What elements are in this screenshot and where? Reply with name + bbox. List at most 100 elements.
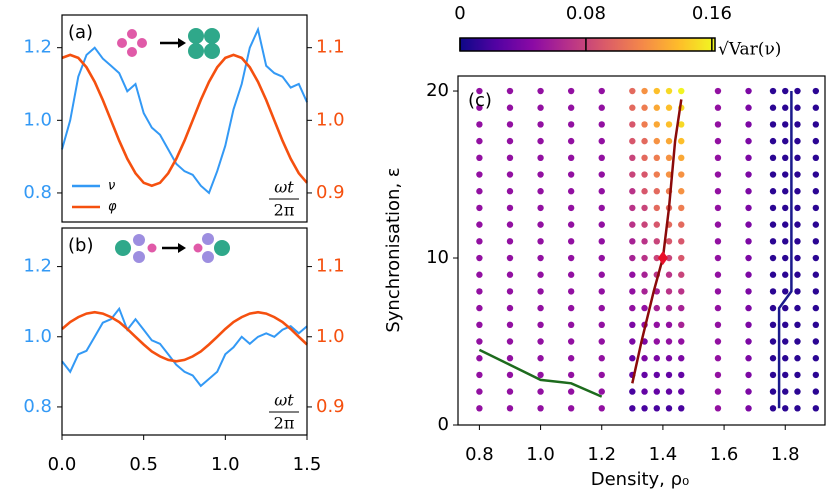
data-point xyxy=(506,171,514,178)
data-point xyxy=(537,371,544,379)
data-point xyxy=(782,304,789,312)
data-point xyxy=(537,321,544,329)
data-point xyxy=(678,254,685,262)
data-point xyxy=(745,87,752,95)
data-point xyxy=(794,104,801,111)
data-point xyxy=(629,338,636,345)
data-point xyxy=(567,388,575,395)
plot-frame xyxy=(61,14,308,223)
data-point xyxy=(598,137,605,145)
data-point xyxy=(782,288,789,295)
data-point xyxy=(714,355,722,362)
data-point xyxy=(476,405,483,412)
data-point xyxy=(506,288,514,295)
data-point xyxy=(665,271,673,278)
icon-a xyxy=(117,28,220,59)
data-point xyxy=(653,137,660,145)
data-point xyxy=(794,238,801,245)
data-point xyxy=(641,254,648,262)
data-point xyxy=(665,154,673,162)
data-point xyxy=(769,238,777,245)
data-point xyxy=(641,355,648,362)
data-point xyxy=(714,271,722,278)
data-point xyxy=(476,254,483,262)
data-point xyxy=(506,238,514,245)
data-point xyxy=(794,204,801,212)
data-point xyxy=(629,388,636,395)
legend-label: ν xyxy=(108,179,115,194)
data-point xyxy=(476,104,483,111)
data-point xyxy=(714,121,722,128)
x-tick-label: 1.0 xyxy=(211,454,240,475)
data-point xyxy=(506,221,514,228)
data-point xyxy=(537,121,544,128)
data-point xyxy=(769,137,777,145)
data-point xyxy=(476,321,483,329)
x-label-num: ωt xyxy=(274,178,294,197)
x-tick-label: 0.5 xyxy=(129,454,158,475)
data-point xyxy=(537,254,544,262)
data-point xyxy=(629,188,636,195)
data-point xyxy=(598,204,605,212)
data-point xyxy=(794,188,801,195)
data-point xyxy=(506,271,514,278)
data-point xyxy=(769,288,777,295)
data-point xyxy=(794,321,801,329)
series-line xyxy=(61,26,308,195)
data-point xyxy=(476,238,483,245)
colorbar-tick-label: 0 xyxy=(454,3,465,24)
data-point xyxy=(769,104,777,111)
data-point xyxy=(537,104,544,111)
data-point xyxy=(598,254,605,262)
data-point xyxy=(794,221,801,228)
data-point xyxy=(769,321,777,329)
y-axis-label: Synchronisation, ε xyxy=(383,167,404,332)
data-point xyxy=(537,188,544,195)
data-point xyxy=(598,288,605,295)
data-point xyxy=(714,238,722,245)
data-point xyxy=(665,321,673,329)
data-point xyxy=(812,171,820,178)
data-point xyxy=(537,338,544,345)
data-point xyxy=(794,405,801,412)
data-point xyxy=(567,355,575,362)
data-point xyxy=(641,271,648,278)
data-point xyxy=(745,154,752,162)
data-point xyxy=(782,371,789,379)
data-point xyxy=(506,204,514,212)
data-point xyxy=(567,321,575,329)
data-point xyxy=(794,338,801,345)
data-point xyxy=(567,137,575,145)
data-point xyxy=(812,338,820,345)
data-point xyxy=(678,204,685,212)
data-point xyxy=(745,204,752,212)
colorbar-tick-label: 0.16 xyxy=(692,3,732,24)
data-point xyxy=(653,388,660,395)
data-point xyxy=(598,238,605,245)
data-point xyxy=(476,371,483,379)
data-point xyxy=(678,121,685,128)
data-point xyxy=(812,355,820,362)
x-tick-label: 1.0 xyxy=(526,444,555,465)
y-tick-label: 1.2 xyxy=(23,37,52,58)
data-point xyxy=(629,271,636,278)
data-point xyxy=(665,371,673,379)
data-point xyxy=(629,238,636,245)
data-point xyxy=(506,321,514,329)
data-point xyxy=(641,188,648,195)
x-tick-label: 1.5 xyxy=(293,454,322,475)
data-point xyxy=(769,154,777,162)
data-point xyxy=(714,221,722,228)
data-point xyxy=(745,355,752,362)
data-point xyxy=(678,338,685,345)
data-point xyxy=(714,188,722,195)
y-tick-label: 1.0 xyxy=(23,326,52,347)
data-point xyxy=(537,355,544,362)
data-point xyxy=(812,87,820,95)
data-point xyxy=(714,288,722,295)
data-point xyxy=(629,405,636,412)
x-label-num: ωt xyxy=(274,391,294,410)
data-point xyxy=(665,121,673,128)
y-tick-label: 10 xyxy=(426,247,449,268)
data-point xyxy=(537,405,544,412)
